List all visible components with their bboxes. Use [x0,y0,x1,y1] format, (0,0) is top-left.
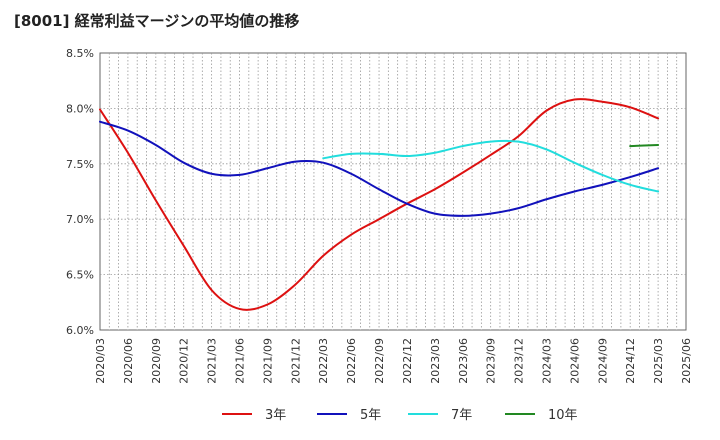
x-tick-label: 2020/09 [150,338,163,384]
x-tick-label: 2024/03 [540,338,553,384]
x-tick-label: 2024/12 [624,338,637,384]
x-tick-label: 2023/12 [513,338,526,384]
x-tick-label: 2021/03 [206,338,219,384]
legend-label: 10年 [548,408,578,423]
y-tick-label: 6.5% [66,269,94,282]
x-tick-label: 2022/09 [373,338,386,384]
x-tick-label: 2025/06 [680,338,693,384]
plot-area [99,52,687,331]
x-tick-label: 2020/12 [178,338,191,384]
y-tick-label: 8.5% [66,47,94,60]
y-tick-label: 6.0% [66,324,94,337]
x-tick-label: 2022/12 [401,338,414,384]
legend-label: 5年 [360,408,381,423]
legend-label: 3年 [265,408,286,423]
legend-label: 7年 [451,408,472,423]
x-tick-label: 2023/06 [457,338,470,384]
x-tick-label: 2024/06 [568,338,581,384]
y-tick-label: 7.5% [66,158,94,171]
series-line-2 [99,120,660,217]
series-line-1 [99,98,660,311]
x-tick-label: 2020/06 [122,338,135,384]
x-tick-label: 2025/03 [652,338,665,384]
x-tick-label: 2023/03 [429,338,442,384]
series-line-3 [322,139,660,193]
x-tick-label: 2022/03 [317,338,330,384]
chart-title: [8001] 経常利益マージンの平均値の推移 [14,12,300,30]
y-tick-label: 8.0% [66,102,94,115]
x-tick-label: 2020/03 [94,338,107,384]
x-tick-label: 2021/06 [234,338,247,384]
x-tick-label: 2024/09 [596,338,609,384]
x-tick-label: 2023/09 [485,338,498,384]
series-line-4 [629,143,660,148]
x-tick-label: 2021/12 [289,338,302,384]
x-tick-label: 2021/09 [261,338,274,384]
y-tick-label: 7.0% [66,213,94,226]
x-tick-label: 2022/06 [345,338,358,384]
